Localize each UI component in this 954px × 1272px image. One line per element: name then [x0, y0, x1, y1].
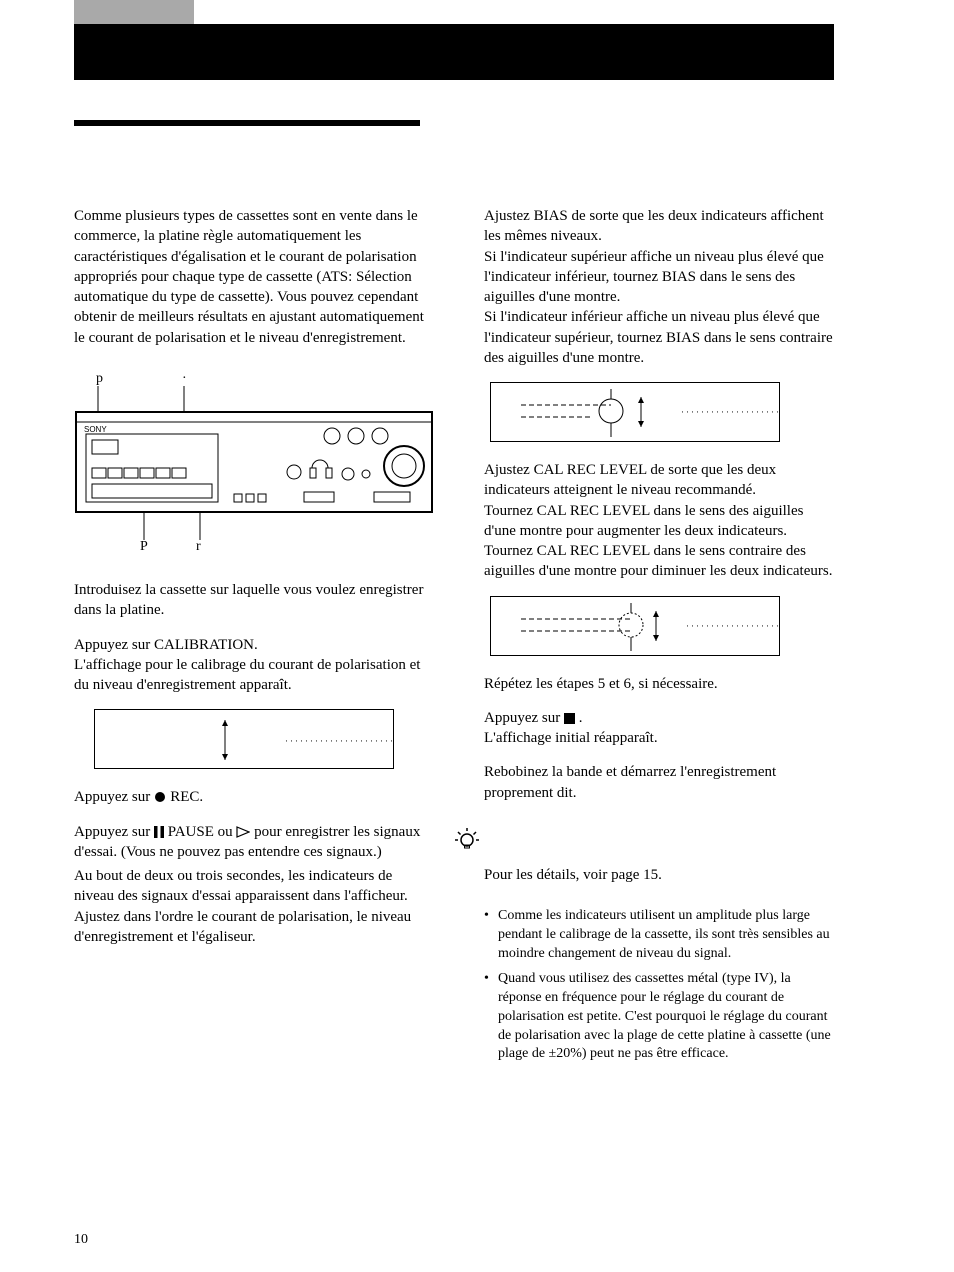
step-2: Appuyez sur CALIBRATION. L'affichage pou… — [74, 635, 434, 696]
svg-text:······················: ······················ — [681, 407, 781, 417]
section-rule — [74, 120, 420, 126]
step-9: Rebobinez la bande et démarrez l'enregis… — [484, 762, 834, 803]
svg-text:······················: ······················ — [686, 621, 781, 631]
step-6: Ajustez CAL REC LEVEL de sorte que les d… — [484, 460, 834, 582]
tip-text: Pour les détails, voir page 15. — [484, 865, 834, 885]
step-4-b: Au bout de deux ou trois secondes, les i… — [74, 866, 434, 907]
svg-text:p: p — [96, 372, 103, 386]
svg-text:······················: ······················ — [285, 736, 395, 746]
step-5-c: Si l'indicateur inférieur affiche un niv… — [484, 307, 834, 368]
note-2: Quand vous utilisez des cassettes métal … — [484, 970, 834, 1064]
calibration-display-level: ······················ — [490, 596, 780, 656]
step-8-b: L'affichage initial réapparaît. — [484, 728, 834, 748]
step-6-c: Tournez CAL REC LEVEL dans le sens contr… — [484, 541, 834, 582]
step-8-post: . — [579, 710, 583, 726]
step-4-c: Ajustez dans l'ordre le courant de polar… — [74, 907, 434, 948]
step-1: Introduisez la cassette sur laquelle vou… — [74, 580, 434, 621]
step-5-a: Ajustez BIAS de sorte que les deux indic… — [484, 206, 834, 247]
step-4-mid: PAUSE ou — [168, 824, 237, 840]
calibration-display-bias: ······················ — [490, 382, 780, 442]
step-2-b: L'affichage pour le calibrage du courant… — [74, 655, 434, 696]
svg-text:r: r — [196, 539, 201, 552]
page-content: Comme plusieurs types de cassettes sont … — [74, 120, 834, 1212]
svg-text:SONY: SONY — [84, 425, 107, 434]
cassette-deck-diagram: p · SONY — [74, 372, 434, 552]
step-6-a: Ajustez CAL REC LEVEL de sorte que les d… — [484, 460, 834, 501]
step-5-b: Si l'indicateur supérieur affiche un niv… — [484, 247, 834, 308]
step-7: Répétez les étapes 5 et 6, si nécessaire… — [484, 674, 834, 694]
step-4: Appuyez sur PAUSE ou pour enregistrer le… — [74, 822, 434, 948]
page-number: 10 — [74, 1232, 88, 1248]
svg-text:P: P — [140, 539, 148, 552]
step-5: Ajustez BIAS de sorte que les deux indic… — [484, 206, 834, 368]
calibration-display-initial: ······················ — [94, 709, 394, 769]
step-3-pre: Appuyez sur — [74, 787, 150, 807]
notes-section: Comme les indicateurs utilisent un ampli… — [484, 907, 834, 1064]
play-icon — [236, 826, 250, 838]
right-column: Ajustez BIAS de sorte que les deux indic… — [484, 206, 834, 1070]
step-8-pre: Appuyez sur — [484, 710, 564, 726]
pause-icon — [154, 826, 164, 838]
step-3: Appuyez sur REC. — [74, 787, 434, 807]
rec-icon — [154, 791, 166, 803]
left-column: Comme plusieurs types de cassettes sont … — [74, 206, 434, 1070]
intro-paragraph: Comme plusieurs types de cassettes sont … — [74, 206, 434, 348]
stop-icon — [564, 713, 575, 724]
step-6-b: Tournez CAL REC LEVEL dans le sens des a… — [484, 501, 834, 542]
step-3-post: REC. — [170, 787, 203, 807]
note-1: Comme les indicateurs utilisent un ampli… — [484, 907, 834, 964]
tip-lightbulb-icon — [454, 827, 480, 853]
header-black-bar — [74, 24, 834, 80]
svg-text:·: · — [182, 372, 187, 386]
step-2-a: Appuyez sur CALIBRATION. — [74, 635, 434, 655]
step-4-pre: Appuyez sur — [74, 824, 154, 840]
step-8: Appuyez sur . L'affichage initial réappa… — [484, 708, 834, 749]
